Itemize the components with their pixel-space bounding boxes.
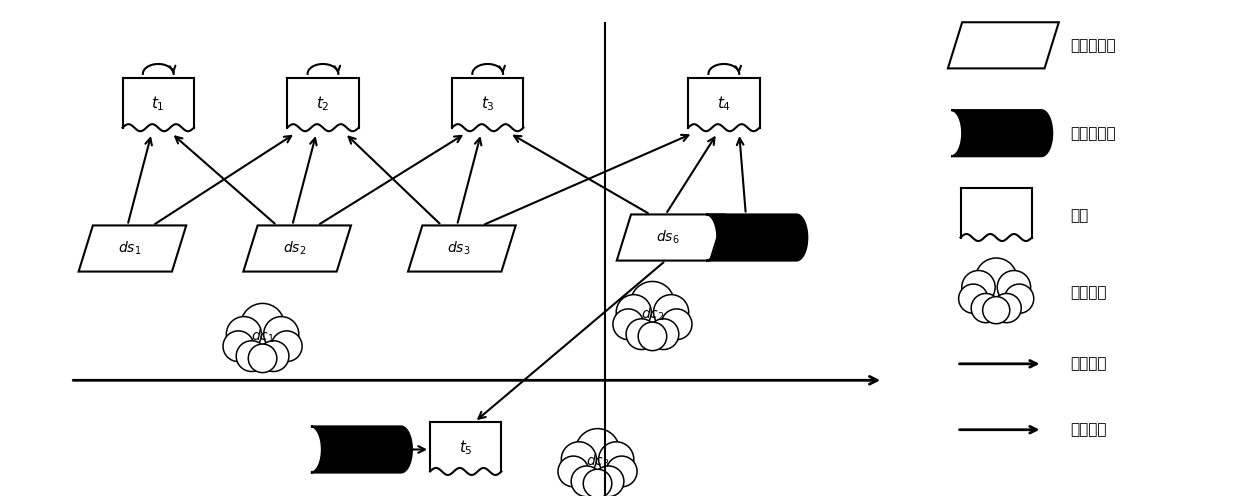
Circle shape: [606, 456, 637, 487]
Text: 数据中心: 数据中心: [1069, 285, 1106, 300]
Circle shape: [975, 258, 1017, 300]
Circle shape: [598, 442, 634, 477]
Circle shape: [223, 331, 254, 362]
Circle shape: [653, 295, 689, 330]
Polygon shape: [78, 226, 186, 271]
Circle shape: [593, 466, 624, 497]
Circle shape: [576, 428, 620, 473]
Circle shape: [961, 270, 995, 304]
Polygon shape: [960, 188, 1032, 241]
Circle shape: [1005, 284, 1033, 313]
Circle shape: [264, 317, 299, 352]
Circle shape: [971, 293, 1000, 323]
Circle shape: [992, 293, 1021, 323]
Circle shape: [613, 309, 644, 339]
Text: $dc_2$: $dc_2$: [641, 306, 664, 323]
Circle shape: [983, 297, 1010, 324]
Polygon shape: [706, 214, 808, 260]
Text: $t_3$: $t_3$: [481, 94, 494, 113]
Text: 数据依赖: 数据依赖: [1069, 356, 1106, 371]
Polygon shape: [952, 110, 1052, 156]
Circle shape: [638, 322, 667, 351]
Text: $ds_3$: $ds_3$: [447, 240, 471, 257]
Circle shape: [584, 469, 612, 497]
Circle shape: [959, 284, 987, 313]
Circle shape: [237, 341, 266, 371]
Circle shape: [558, 456, 589, 487]
Text: $ds_1$: $ds_1$: [118, 240, 141, 257]
Circle shape: [626, 319, 657, 349]
Polygon shape: [311, 426, 411, 473]
Text: $dc_3$: $dc_3$: [586, 453, 610, 470]
Polygon shape: [408, 226, 515, 271]
Circle shape: [240, 303, 285, 347]
Polygon shape: [123, 78, 195, 131]
Text: $t_5$: $t_5$: [458, 438, 472, 457]
Circle shape: [648, 319, 679, 349]
Circle shape: [561, 442, 596, 477]
Polygon shape: [430, 422, 502, 475]
Polygon shape: [617, 214, 725, 260]
Circle shape: [997, 270, 1031, 304]
Polygon shape: [243, 226, 351, 271]
Polygon shape: [688, 78, 760, 131]
Text: $ds_2$: $ds_2$: [282, 240, 306, 257]
Polygon shape: [287, 78, 358, 131]
Polygon shape: [452, 78, 523, 131]
Text: $dc_1$: $dc_1$: [250, 328, 274, 345]
Text: $t_1$: $t_1$: [151, 94, 165, 113]
Text: $ds_6$: $ds_6$: [657, 229, 680, 246]
Circle shape: [248, 344, 276, 373]
Text: $t_4$: $t_4$: [717, 94, 731, 113]
Text: $t_2$: $t_2$: [316, 94, 330, 113]
Circle shape: [571, 466, 602, 497]
Circle shape: [662, 309, 693, 339]
Circle shape: [227, 317, 261, 352]
Text: 隐私数据集: 隐私数据集: [1069, 126, 1115, 141]
Text: 数据传输: 数据传输: [1069, 422, 1106, 437]
Circle shape: [271, 331, 302, 362]
Circle shape: [631, 281, 674, 326]
Circle shape: [258, 341, 289, 371]
Text: 公有数据集: 公有数据集: [1069, 38, 1115, 53]
Polygon shape: [948, 22, 1059, 69]
Circle shape: [616, 295, 652, 330]
Text: 任务: 任务: [1069, 208, 1088, 223]
